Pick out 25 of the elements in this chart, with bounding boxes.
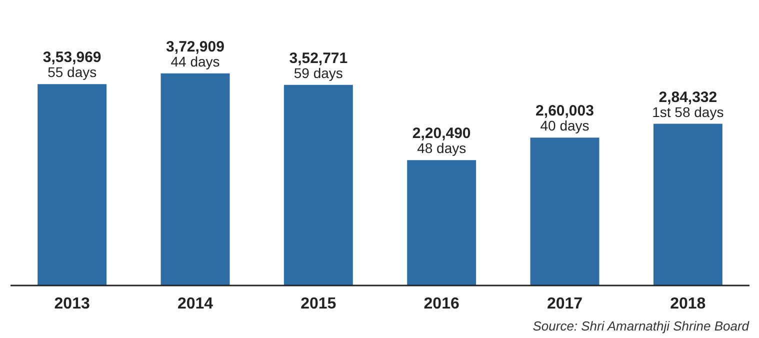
x-tick-label: 2018 <box>670 296 706 312</box>
annotation: 59 days <box>294 64 343 81</box>
data-label: 3,52,771 <box>289 50 348 67</box>
x-tick-label: 2015 <box>300 296 336 312</box>
data-label: 2,60,003 <box>536 102 594 120</box>
data-label: 3,53,969 <box>42 49 102 66</box>
x-tick-label: 2013 <box>54 296 90 312</box>
annotation: 48 days <box>417 140 466 156</box>
bar <box>653 124 722 286</box>
annotation: 44 days <box>170 53 220 70</box>
bar <box>407 160 476 286</box>
annotation: 1st 58 days <box>652 104 724 120</box>
bar <box>284 84 353 286</box>
annotation: 40 days <box>540 118 590 134</box>
source-note: Source: Shri Amarnathji Shrine Board <box>532 318 750 334</box>
data-label: 2,84,332 <box>658 88 718 106</box>
x-tick-label: 2014 <box>177 296 214 312</box>
bar <box>38 84 107 286</box>
bar <box>530 138 600 286</box>
x-tick-label: 2016 <box>424 296 460 312</box>
data-label: 2,20,490 <box>412 125 471 142</box>
data-label: 3,72,909 <box>166 38 224 56</box>
annotation: 55 days <box>48 64 97 80</box>
bar <box>160 73 230 286</box>
x-tick-label: 2017 <box>546 296 583 312</box>
